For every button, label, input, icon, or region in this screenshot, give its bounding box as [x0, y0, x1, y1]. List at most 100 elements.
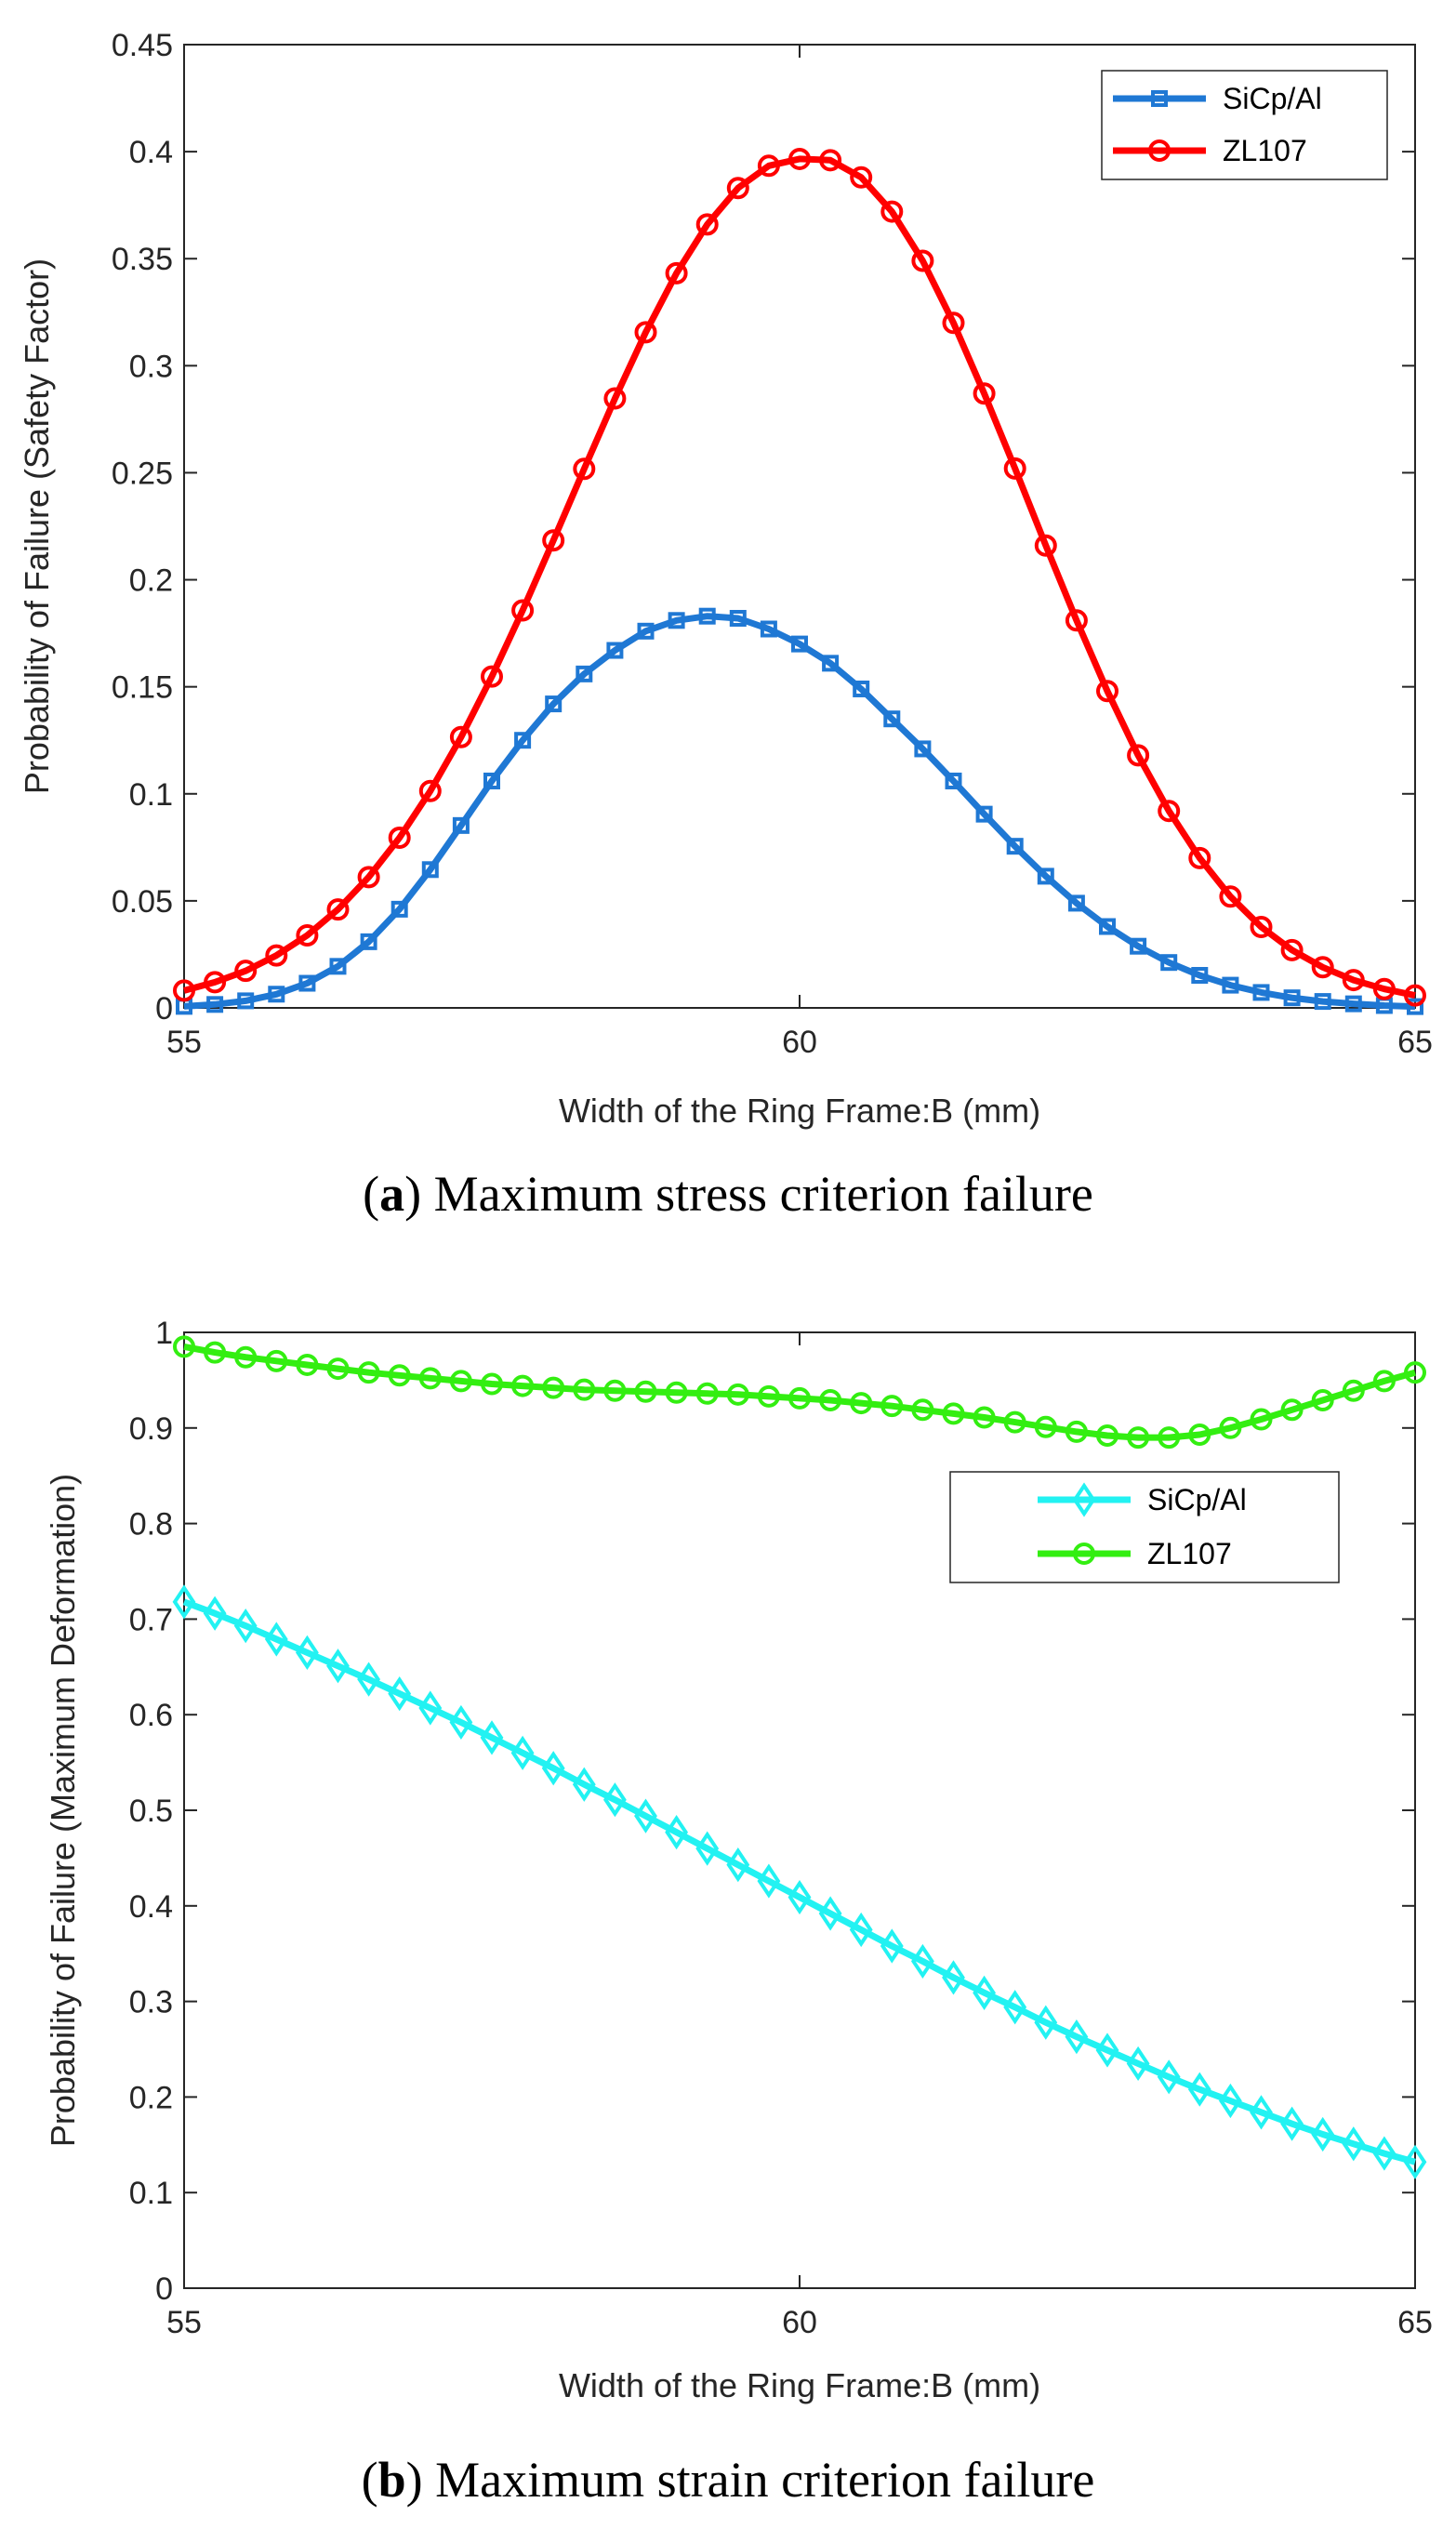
data-point: [1126, 2046, 1150, 2082]
y-tick-label: 0.25: [112, 456, 173, 491]
y-tick-label: 0.5: [129, 1794, 173, 1829]
data-point: [637, 622, 655, 640]
y-tick-label: 0.9: [129, 1411, 173, 1447]
data-point: [911, 1398, 934, 1422]
data-point: [1003, 1410, 1026, 1434]
data-point: [204, 971, 227, 994]
data-point: [822, 655, 840, 672]
data-point: [206, 996, 224, 1013]
data-point: [542, 1376, 565, 1399]
data-point: [1127, 744, 1150, 767]
data-point: [788, 1879, 812, 1915]
data-point: [357, 1361, 380, 1384]
chart-a: 0 0.05 0.1 0.15 0.2 0.25 0.3 0.35 0.4 0.45 55 60 65…: [18, 28, 1433, 1130]
data-point: [1342, 969, 1365, 992]
chart-b: 0 0.1 0.2 0.3 0.4 0.5 0.6 0.7 0.8 0.9 1 55 60 65 Wid…: [44, 1316, 1433, 2404]
data-point: [173, 1335, 195, 1358]
data-point: [945, 772, 962, 789]
data-point: [634, 321, 657, 344]
data-point: [234, 1345, 258, 1369]
data-point: [1344, 995, 1362, 1013]
x-tick-label: 65: [1397, 1025, 1433, 1060]
data-point: [480, 1720, 504, 1755]
data-point: [665, 261, 688, 285]
x-tick-label: 65: [1397, 2305, 1433, 2340]
data-point: [483, 772, 500, 789]
data-point: [1034, 1415, 1057, 1438]
y-tick-label: 0.3: [129, 349, 173, 384]
data-point: [1280, 2106, 1304, 2141]
data-point: [1099, 918, 1116, 935]
data-point: [729, 609, 747, 627]
data-point: [511, 599, 535, 622]
data-point: [237, 992, 255, 1010]
data-point: [791, 635, 808, 653]
data-point: [296, 1353, 319, 1376]
data-point: [1280, 938, 1304, 961]
data-point: [698, 607, 716, 625]
data-point: [819, 149, 842, 172]
series-line: [183, 155, 1416, 1000]
data-point: [1311, 2116, 1335, 2152]
chart-b-legend: SiCp/Al ZL107: [949, 1471, 1340, 1583]
chart-b-series: [172, 1335, 1427, 2179]
data-point: [665, 1381, 688, 1404]
y-tick-label: 0: [155, 991, 173, 1026]
data-point: [973, 382, 996, 405]
y-tick-label: 0.1: [129, 2176, 173, 2211]
data-point: [1160, 954, 1178, 972]
series-zl107: [173, 1335, 1426, 1450]
data-point: [1158, 800, 1181, 823]
data-point: [850, 166, 873, 189]
data-point: [1403, 2144, 1427, 2179]
data-point: [1311, 1388, 1334, 1411]
legend-swatch-marker: [1148, 139, 1171, 162]
data-point: [1407, 998, 1423, 1015]
data-point: [326, 1648, 350, 1684]
y-tick-label: 1: [155, 1316, 173, 1351]
caption-b-text: Maximum strain criterion failure: [435, 2452, 1094, 2508]
data-point: [1218, 2083, 1242, 2119]
data-point: [1188, 1423, 1211, 1446]
data-point: [268, 986, 285, 1003]
data-point: [1250, 915, 1273, 938]
data-point: [606, 642, 624, 659]
data-point: [296, 923, 319, 947]
data-point: [603, 387, 627, 410]
y-tick-label: 0.15: [112, 670, 173, 706]
data-point: [452, 816, 470, 834]
data-point: [1280, 1398, 1304, 1422]
data-point: [1372, 1370, 1396, 1393]
data-point: [390, 900, 408, 918]
data-point: [510, 1735, 535, 1770]
data-point: [880, 1928, 904, 1964]
data-point: [1065, 2019, 1089, 2055]
chart-a-legend-items: SiCp/Al ZL107: [1113, 82, 1322, 167]
data-point: [295, 1635, 319, 1670]
data-point: [880, 1395, 904, 1418]
data-point: [418, 1367, 442, 1390]
data-point: [203, 1596, 227, 1631]
y-tick-label: 0.8: [129, 1507, 173, 1543]
chart-a-series: [173, 147, 1426, 1015]
data-point: [1342, 2126, 1366, 2162]
data-point: [1372, 2136, 1396, 2171]
data-point: [357, 866, 380, 889]
data-point: [542, 529, 565, 552]
y-tick-label: 0.35: [112, 242, 173, 277]
data-point: [360, 933, 377, 950]
y-tick-label: 0.05: [112, 884, 173, 920]
chart-a-ylabel: Probability of Failure (Safety Factor): [18, 258, 56, 794]
data-point: [911, 249, 934, 272]
data-point: [1037, 867, 1054, 885]
data-point: [1187, 2072, 1211, 2107]
data-point: [1003, 1990, 1027, 2025]
data-point: [329, 958, 347, 975]
data-point: [942, 1960, 965, 1995]
data-point: [883, 710, 901, 728]
data-point: [388, 1364, 411, 1387]
legend-label: ZL107: [1147, 1537, 1232, 1570]
data-point: [914, 740, 932, 758]
data-point: [388, 1675, 412, 1712]
data-point: [449, 1704, 473, 1741]
